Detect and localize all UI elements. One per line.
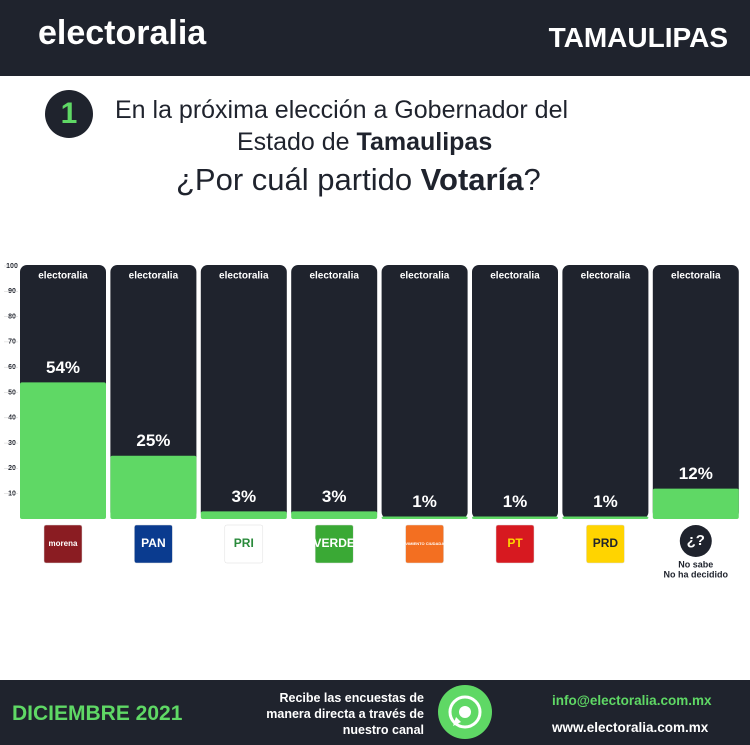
logo xyxy=(495,524,535,564)
bar xyxy=(20,382,106,519)
y-tick-label: 50 xyxy=(8,389,16,396)
logo-text: PAN xyxy=(141,536,165,550)
value-label: 12% xyxy=(679,464,713,483)
watermark: electoralia xyxy=(400,271,450,282)
question-number: 1 xyxy=(45,90,93,138)
whatsapp-icon[interactable] xyxy=(437,684,493,740)
y-tick-label: 80 xyxy=(8,313,16,320)
y-tick-label: 100 xyxy=(6,263,18,270)
value-label: 1% xyxy=(503,492,528,511)
logo xyxy=(679,525,712,557)
note: No ha decidido xyxy=(664,569,729,579)
y-tick-label: 30 xyxy=(8,440,16,447)
column-bg xyxy=(110,265,197,519)
bar xyxy=(110,455,197,519)
bar xyxy=(652,488,739,519)
column-bg xyxy=(200,265,287,519)
watermark: electoralia xyxy=(671,271,721,282)
header-bar: electoralia TAMAULIPAS xyxy=(0,0,750,76)
watermark: electoralia xyxy=(490,271,540,282)
bar xyxy=(562,516,649,519)
logo xyxy=(586,524,625,564)
bar xyxy=(381,516,468,519)
watermark: electoralia xyxy=(38,271,88,282)
web[interactable]: www.electoralia.com.mx xyxy=(552,720,709,735)
question-line: ¿Por cuál partido Votaría? xyxy=(176,162,541,198)
state: TAMAULIPAS xyxy=(548,22,728,53)
watermark: electoralia xyxy=(309,271,359,282)
column-bg xyxy=(381,265,468,519)
column-bg xyxy=(652,265,739,519)
text: Tamaulipas xyxy=(356,128,493,156)
note: No sabe xyxy=(678,559,713,569)
question-line: Estado de Tamaulipas xyxy=(237,128,492,157)
email[interactable]: info@electoralia.com.mx xyxy=(552,693,712,708)
logo xyxy=(134,524,173,564)
y-tick-label: 90 xyxy=(8,288,16,295)
footer: DICIEMBRE 2021 Recibe las encuestas de m… xyxy=(0,680,750,745)
text: manera directa a través de xyxy=(266,707,424,721)
text: nuestro canal xyxy=(342,723,424,737)
logo-text: MOVIMIENTO CIUDADANO xyxy=(399,541,450,546)
cta: Recibe las encuestas de manera directa a… xyxy=(232,690,424,738)
value-label: 1% xyxy=(412,492,437,511)
question-line: En la próxima elección a Gobernador del xyxy=(115,96,569,124)
brand: electoralia xyxy=(38,14,207,52)
logo-text: PRD xyxy=(593,536,619,550)
column-bg xyxy=(472,265,558,519)
value-label: 3% xyxy=(322,487,347,506)
watermark: electoralia xyxy=(581,271,631,282)
value-label: 54% xyxy=(46,358,80,377)
date: DICIEMBRE 2021 xyxy=(12,702,183,725)
watermark: electoralia xyxy=(219,271,269,282)
y-tick-label: 20 xyxy=(8,465,16,472)
logo-text: VERDE xyxy=(314,536,355,550)
text: ? xyxy=(523,162,541,197)
value-label: 1% xyxy=(593,492,618,511)
logo-text: PRI xyxy=(234,536,254,550)
column-bg xyxy=(291,265,378,519)
watermark: electoralia xyxy=(129,271,179,282)
text: Recibe las encuestas de xyxy=(279,691,424,705)
text: Estado de xyxy=(237,128,357,156)
y-tick-label: 40 xyxy=(8,415,16,422)
logo xyxy=(224,524,264,564)
value-label: 3% xyxy=(232,487,257,506)
logo-text: morena xyxy=(49,539,78,548)
column-bg xyxy=(562,265,649,519)
bar xyxy=(472,516,558,519)
logo-text: ¿? xyxy=(687,532,705,549)
y-tick-label: 60 xyxy=(8,364,16,371)
logo xyxy=(43,524,83,564)
y-tick-label: 70 xyxy=(8,339,16,346)
bar xyxy=(200,511,287,519)
logo xyxy=(405,524,444,564)
value-label: 25% xyxy=(136,431,170,450)
bar xyxy=(291,511,378,519)
chart: 10 20 30 40 50 60 70 80 90 100 electoralia 54% moren… xyxy=(4,263,739,579)
y-tick-label: 10 xyxy=(8,491,16,498)
text: ¿Por cuál partido xyxy=(176,162,421,197)
text: Votaría xyxy=(420,162,524,197)
logo-text: PT xyxy=(507,536,523,550)
logo xyxy=(314,524,354,564)
